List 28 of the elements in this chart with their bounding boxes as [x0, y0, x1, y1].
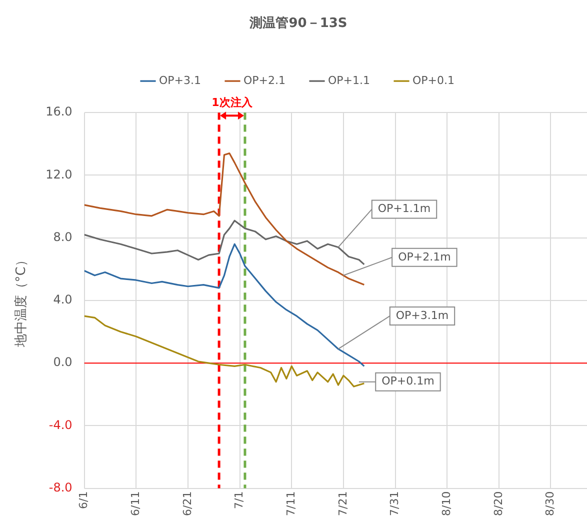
- x-tick-label: 7/1: [232, 491, 246, 509]
- y-tick-label: -8.0: [48, 480, 72, 494]
- text: 1次注入: [212, 96, 254, 109]
- y-tick-label: -4.0: [48, 418, 72, 432]
- annotation: OP+1.1m: [378, 202, 431, 216]
- annotation: OP+0.1m: [382, 374, 434, 388]
- x-tick-label: 7/11: [284, 491, 298, 516]
- legend-label: OP+1.1: [328, 74, 370, 87]
- x-tick-label: 8/20: [492, 491, 505, 516]
- x-tick-label: 7/21: [336, 491, 350, 516]
- y-axis-title: 地中温度（°C）: [13, 254, 30, 348]
- x-tick-label: 6/11: [129, 491, 142, 516]
- annotation: OP+2.1m: [398, 250, 451, 264]
- x-tick-label: 8/30: [544, 491, 557, 516]
- y-tick-label: 16.0: [46, 104, 72, 119]
- annotation: OP+3.1m: [396, 308, 449, 322]
- x-tick-label: 6/21: [180, 491, 194, 516]
- y-tick-label: 8.0: [53, 230, 72, 244]
- x-tick-label: 7/31: [388, 491, 402, 516]
- legend-label: OP+2.1: [244, 74, 286, 87]
- y-tick-label: 0.0: [53, 355, 72, 370]
- y-tick-label: 12.0: [46, 167, 72, 182]
- chart-title: 測温管90－13S: [248, 16, 348, 32]
- legend-label: OP+3.1: [158, 74, 202, 87]
- x-tick-label: 8/10: [440, 491, 453, 516]
- x-tick-label: 6/1: [77, 491, 90, 509]
- y-tick-label: 4.0: [53, 292, 72, 307]
- legend-label: OP+0.1: [412, 74, 455, 87]
